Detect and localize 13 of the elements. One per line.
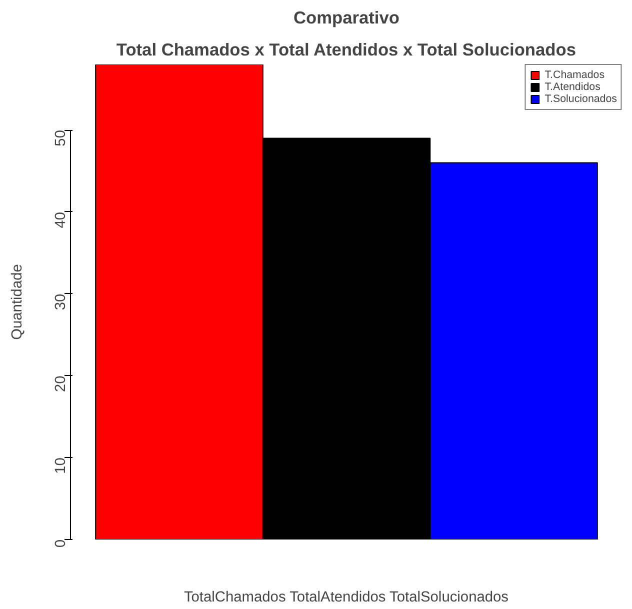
x-axis-title: TotalChamados TotalAtendidos TotalSolucionados — [184, 590, 509, 606]
y-tick-label: 50 — [53, 130, 69, 146]
y-tick-label: 20 — [53, 376, 69, 392]
chart-title: Comparativo — [294, 8, 400, 28]
legend-label: T.Chamados — [544, 69, 605, 81]
y-tick-label: 30 — [53, 294, 69, 310]
y-tick-label: 0 — [53, 539, 69, 548]
chart-subtitle: Total Chamados x Total Atendidos x Total Solucionados — [116, 40, 576, 60]
y-tick-label: 10 — [53, 458, 69, 474]
legend-label: T.Solucionados — [544, 93, 617, 105]
y-tick-label: 40 — [53, 212, 69, 228]
y-axis-title: Quantidade — [10, 264, 26, 340]
legend-label: T.Atendidos — [544, 81, 600, 93]
